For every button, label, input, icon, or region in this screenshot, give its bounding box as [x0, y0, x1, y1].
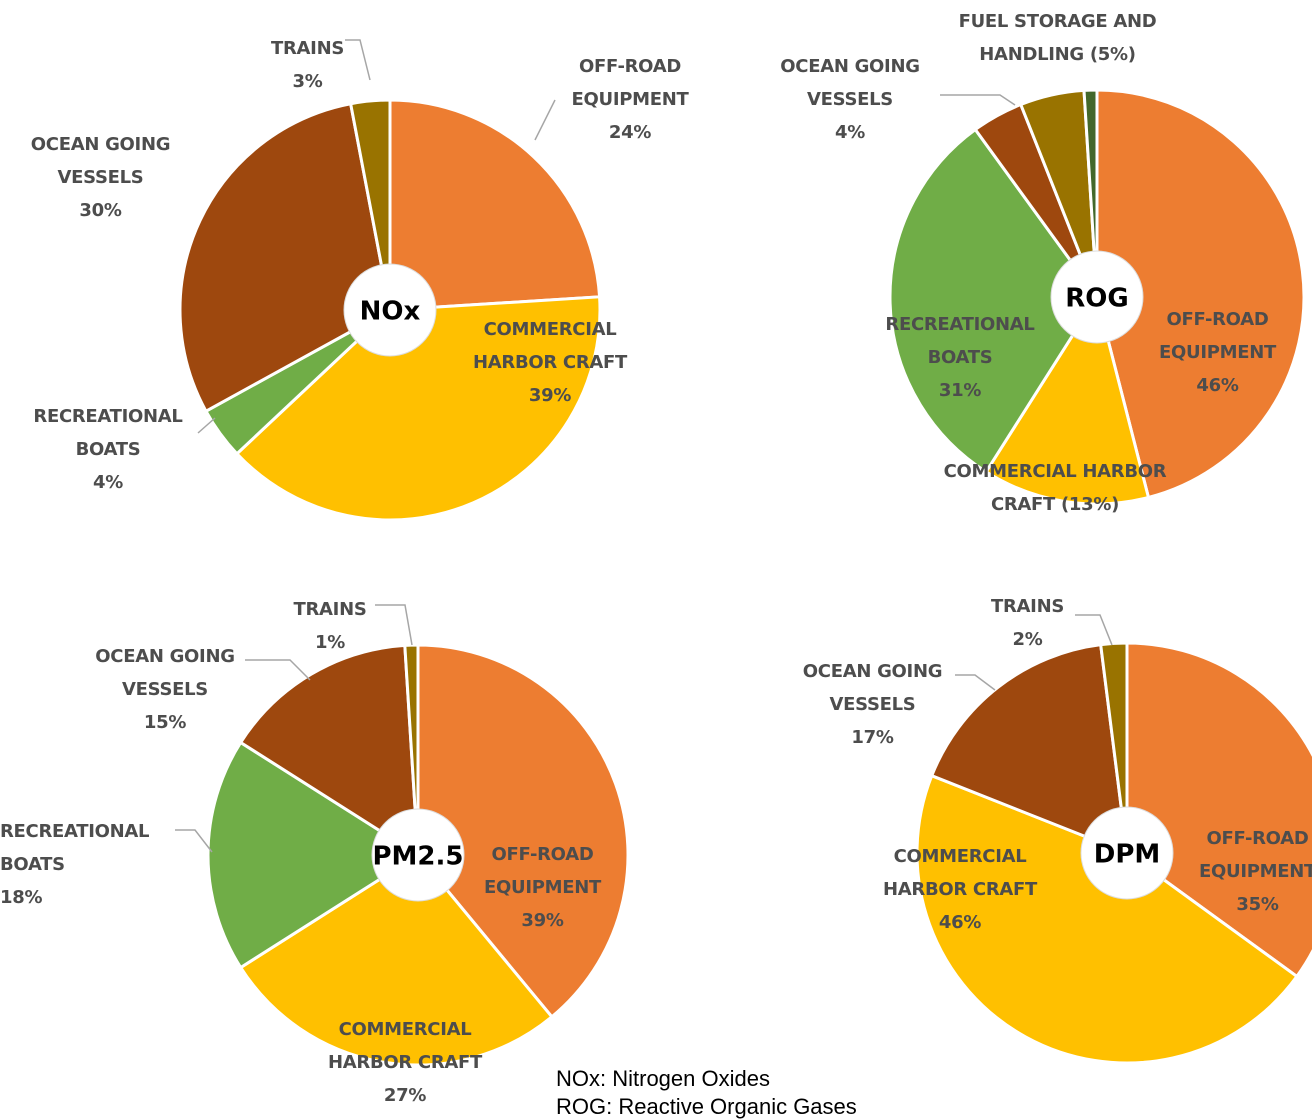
category-label: OCEAN GOING VESSELS	[30, 134, 171, 188]
pie-slice	[1099, 641, 1129, 854]
value-label: 1%	[315, 632, 345, 653]
category-label: TRAINS	[271, 38, 344, 59]
leader-line	[175, 829, 213, 853]
category-label: OCEAN GOING VESSELS	[802, 661, 943, 715]
chart-title: PM2.5	[373, 842, 464, 872]
category-label: OFF-ROAD EQUIPMENT	[1159, 309, 1276, 363]
category-label: FUEL STORAGE AND HANDLING	[958, 11, 1157, 65]
slice-label: RECREATIONAL BOATS 4%	[18, 400, 198, 499]
category-label: RECREATIONAL BOATS	[885, 314, 1035, 368]
slice-label: TRAINS 1%	[280, 593, 380, 659]
slice-label: OFF-ROAD EQUIPMENT 39%	[460, 838, 625, 937]
value-label: 31%	[938, 380, 982, 401]
value-label: 4%	[835, 122, 865, 143]
category-label: OFF-ROAD EQUIPMENT	[1199, 828, 1312, 882]
slice-label: COMMERCIAL HARBOR CRAFT 27%	[305, 1013, 505, 1112]
leader-line	[940, 94, 1016, 106]
center-hole	[1050, 250, 1144, 344]
slice-label: OCEAN GOING VESSELS 30%	[18, 128, 183, 227]
leader-line	[955, 674, 996, 691]
pie-slice	[1125, 641, 1312, 979]
slice-label: OCEAN GOING VESSELS 15%	[75, 640, 255, 739]
value-label: 30%	[79, 200, 122, 221]
pie-slice	[1082, 88, 1099, 298]
pie-slice	[388, 98, 602, 312]
chart-title: DPM	[1094, 840, 1161, 870]
chart-title: NOx	[360, 297, 421, 327]
slice-label: OFF-ROAD EQUIPMENT 35%	[1165, 822, 1312, 921]
pie-slice	[888, 127, 1099, 474]
slice-label: COMMERCIAL HARBOR CRAFT 39%	[455, 313, 645, 412]
note: NOx: Nitrogen Oxides	[556, 1066, 770, 1091]
leader-line	[375, 604, 413, 646]
category-label: RECREATIONAL BOATS	[33, 406, 183, 460]
note: ROG: Reactive Organic Gases	[556, 1094, 857, 1119]
slice-label: TRAINS 2%	[975, 590, 1080, 656]
value-label: (13%)	[1061, 494, 1120, 515]
pie-slice	[348, 98, 392, 311]
leader-line	[345, 39, 371, 81]
pie-slice	[238, 853, 554, 1067]
category-label: COMMERCIAL HARBOR CRAFT	[883, 846, 1037, 900]
pie-slice	[929, 642, 1129, 856]
slice-label: FUEL STORAGE AND HANDLING (5%)	[935, 5, 1180, 71]
slice-label: COMMERCIAL HARBOR CRAFT (13%)	[930, 455, 1180, 521]
slice-label: COMMERCIAL HARBOR CRAFT 46%	[880, 840, 1040, 939]
center-hole	[1080, 806, 1174, 900]
category-label: COMMERCIAL HARBOR CRAFT	[943, 461, 1167, 515]
pie-slice	[416, 643, 630, 1019]
center-hole	[371, 808, 465, 902]
category-label: OCEAN GOING VESSELS	[780, 56, 920, 110]
value-label: 3%	[292, 71, 323, 92]
value-label: 46%	[938, 912, 982, 933]
value-label: 39%	[521, 910, 564, 931]
category-label: OCEAN GOING VESSELS	[95, 646, 235, 700]
category-label: RECREATIONAL BOATS	[0, 821, 150, 875]
slice-label: TRAINS 3%	[255, 32, 360, 98]
leader-line	[1075, 614, 1113, 646]
pie-slice	[1095, 88, 1306, 500]
category-label: COMMERCIAL HARBOR CRAFT	[473, 319, 627, 373]
slice-label: OFF-ROAD EQUIPMENT 24%	[545, 50, 715, 149]
value-label: 35%	[1236, 894, 1279, 915]
slice-label: OCEAN GOING VESSELS 17%	[780, 655, 965, 754]
leader-line	[534, 99, 556, 141]
value-label: (5%)	[1089, 44, 1136, 65]
value-label: 27%	[383, 1085, 427, 1106]
value-label: 4%	[93, 472, 123, 493]
slice-label: RECREATIONAL BOATS 18%	[0, 815, 180, 914]
leader-line	[245, 659, 311, 681]
leader-line	[197, 417, 216, 434]
value-label: 17%	[851, 727, 894, 748]
center-hole	[343, 263, 437, 357]
pie-slice	[915, 773, 1299, 1065]
pie-slice	[206, 740, 421, 970]
category-label: COMMERCIAL HARBOR CRAFT	[328, 1019, 482, 1073]
category-label: OFF-ROAD EQUIPMENT	[484, 844, 601, 898]
pie-slice	[238, 643, 420, 858]
category-label: TRAINS	[293, 599, 367, 620]
pie-slice	[178, 101, 392, 414]
category-label: TRAINS	[991, 596, 1064, 617]
slice-label: OCEAN GOING VESSELS 4%	[760, 50, 940, 149]
value-label: 15%	[143, 712, 187, 733]
value-label: 24%	[608, 122, 652, 143]
pie-slice	[234, 295, 602, 522]
slice-label: OFF-ROAD EQUIPMENT 46%	[1135, 303, 1300, 402]
value-label: 39%	[528, 385, 572, 406]
category-label: OFF-ROAD EQUIPMENT	[571, 56, 689, 110]
chart-title: ROG	[1065, 284, 1128, 314]
value-label: 18%	[0, 887, 43, 908]
value-label: 46%	[1196, 375, 1239, 396]
slice-label: RECREATIONAL BOATS 31%	[860, 308, 1060, 407]
pie-slice	[984, 293, 1151, 506]
value-label: 2%	[1012, 629, 1043, 650]
